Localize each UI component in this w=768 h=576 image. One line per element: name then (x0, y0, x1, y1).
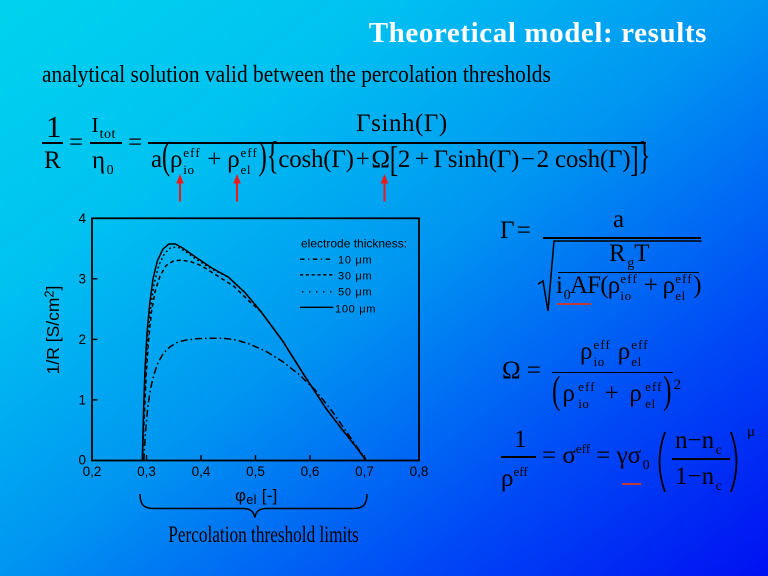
svg-text:1/R [S/cm2]: 1/R [S/cm2] (43, 286, 64, 375)
svg-text:0,4: 0,4 (192, 464, 211, 479)
svg-text:0,6: 0,6 (301, 464, 320, 479)
svg-text:0,7: 0,7 (355, 464, 374, 479)
svg-text:1: 1 (78, 392, 86, 407)
svg-text:0,5: 0,5 (246, 464, 265, 479)
svg-text:electrode thickness:: electrode thickness: (301, 237, 407, 251)
svg-text:10 μm: 10 μm (338, 255, 372, 267)
svg-text:2: 2 (78, 332, 86, 347)
svg-text:0,2: 0,2 (83, 464, 102, 479)
svg-text:100 μm: 100 μm (335, 304, 376, 316)
svg-text:φel [-]: φel [-] (235, 486, 278, 507)
svg-text:50 μm: 50 μm (338, 287, 372, 299)
svg-text:0,8: 0,8 (410, 464, 429, 479)
svg-text:0: 0 (78, 453, 86, 468)
svg-text:3: 3 (78, 271, 86, 286)
svg-text:Percolation threshold limits: Percolation threshold limits (168, 523, 359, 548)
svg-text:30 μm: 30 μm (338, 271, 372, 283)
svg-text:4: 4 (78, 211, 86, 226)
svg-text:0,3: 0,3 (137, 464, 156, 479)
